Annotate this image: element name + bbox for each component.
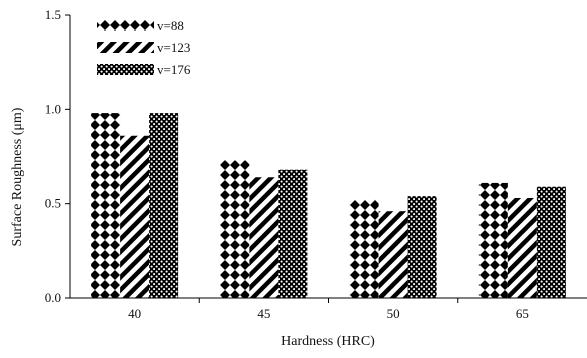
legend-swatch-v=176 (97, 64, 154, 75)
bar-v=123-65 (507, 198, 537, 298)
x-tick-label: 50 (387, 306, 400, 321)
legend: v=88 v=123 v=176 (97, 18, 191, 77)
bar-v=176-40 (149, 113, 179, 299)
axes: 0.0 0.5 1.0 1.5 40 45 50 65 (45, 7, 587, 321)
x-axis-title: Hardness (HRC) (281, 334, 375, 349)
legend-label: v=123 (157, 40, 190, 55)
bar-v=88-50 (349, 199, 379, 298)
y-tick-label: 0.5 (45, 196, 61, 211)
legend-swatch-v=123 (97, 42, 154, 53)
bar-v=88-65 (478, 182, 508, 298)
bar-v=123-40 (120, 135, 150, 298)
bar-v=123-45 (249, 177, 279, 298)
legend-swatch-v=88 (97, 20, 154, 31)
bar-v=176-45 (278, 169, 308, 298)
y-tick-label: 1.0 (45, 101, 61, 116)
bar-v=88-45 (220, 160, 250, 298)
y-axis-title: Surface Roughness (μm) (10, 107, 25, 246)
bar-v=88-40 (91, 113, 121, 299)
bar-v=123-50 (378, 211, 408, 298)
bar-v=176-50 (407, 196, 437, 298)
bars (91, 113, 566, 299)
y-tick-label: 0.0 (45, 290, 61, 305)
x-tick-label: 45 (257, 306, 270, 321)
y-tick-label: 1.5 (45, 7, 61, 22)
x-tick-label: 65 (516, 306, 529, 321)
legend-label: v=88 (157, 18, 184, 33)
bar-v=176-65 (536, 186, 566, 298)
legend-label: v=176 (157, 62, 191, 77)
x-tick-label: 40 (128, 306, 141, 321)
